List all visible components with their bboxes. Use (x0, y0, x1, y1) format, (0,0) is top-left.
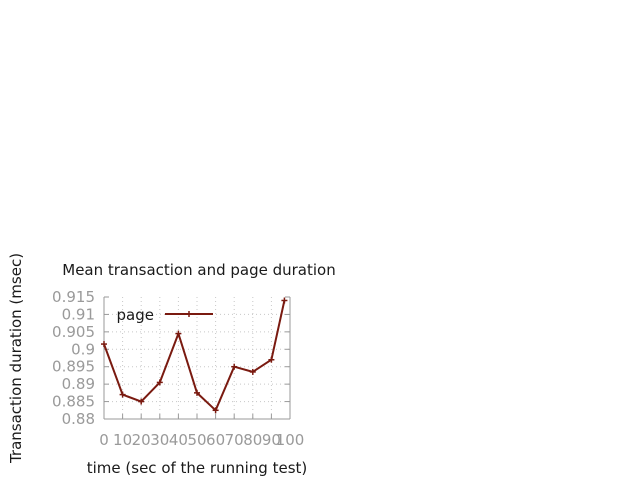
data-point (281, 297, 288, 304)
chart-title: Mean transaction and page duration (62, 261, 335, 279)
y-tick-label: 0.915 (52, 288, 95, 306)
data-point (101, 341, 107, 348)
x-tick-label: 30 (150, 431, 169, 449)
y-tick-label: 0.91 (62, 305, 95, 323)
data-point (194, 389, 200, 396)
series (101, 297, 288, 414)
data-point (138, 398, 145, 405)
y-tick-label: 0.895 (52, 358, 95, 376)
y-axis-label: Transaction duration (msec) (7, 253, 25, 464)
x-tick-label: 20 (132, 431, 151, 449)
y-tick-label: 0.905 (52, 323, 95, 341)
y-tick-label: 0.88 (62, 410, 95, 428)
y-tick-label: 0.885 (52, 393, 95, 411)
x-tick-label: 10 (113, 431, 132, 449)
data-point (156, 379, 163, 386)
axes (103, 296, 291, 420)
x-tick-label: 100 (276, 431, 305, 449)
x-tick-label: 80 (243, 431, 262, 449)
data-point (119, 391, 126, 398)
legend: page (117, 306, 213, 324)
data-point (175, 330, 182, 337)
x-tick-label: 70 (225, 431, 244, 449)
x-tick-label: 50 (187, 431, 206, 449)
data-point (268, 356, 275, 363)
x-tick-label: 90 (262, 431, 281, 449)
data-point (231, 363, 238, 370)
y-tick-label: 0.9 (71, 340, 95, 358)
legend-label-page: page (117, 306, 154, 324)
x-axis-label: time (sec of the running test) (87, 459, 308, 477)
x-tick-label: 60 (206, 431, 225, 449)
y-tick-label: 0.89 (62, 375, 95, 393)
legend-marker (186, 311, 192, 317)
x-tick-label: 0 (99, 431, 109, 449)
data-point (249, 368, 256, 375)
x-tick-label: 40 (169, 431, 188, 449)
data-point (212, 407, 219, 414)
